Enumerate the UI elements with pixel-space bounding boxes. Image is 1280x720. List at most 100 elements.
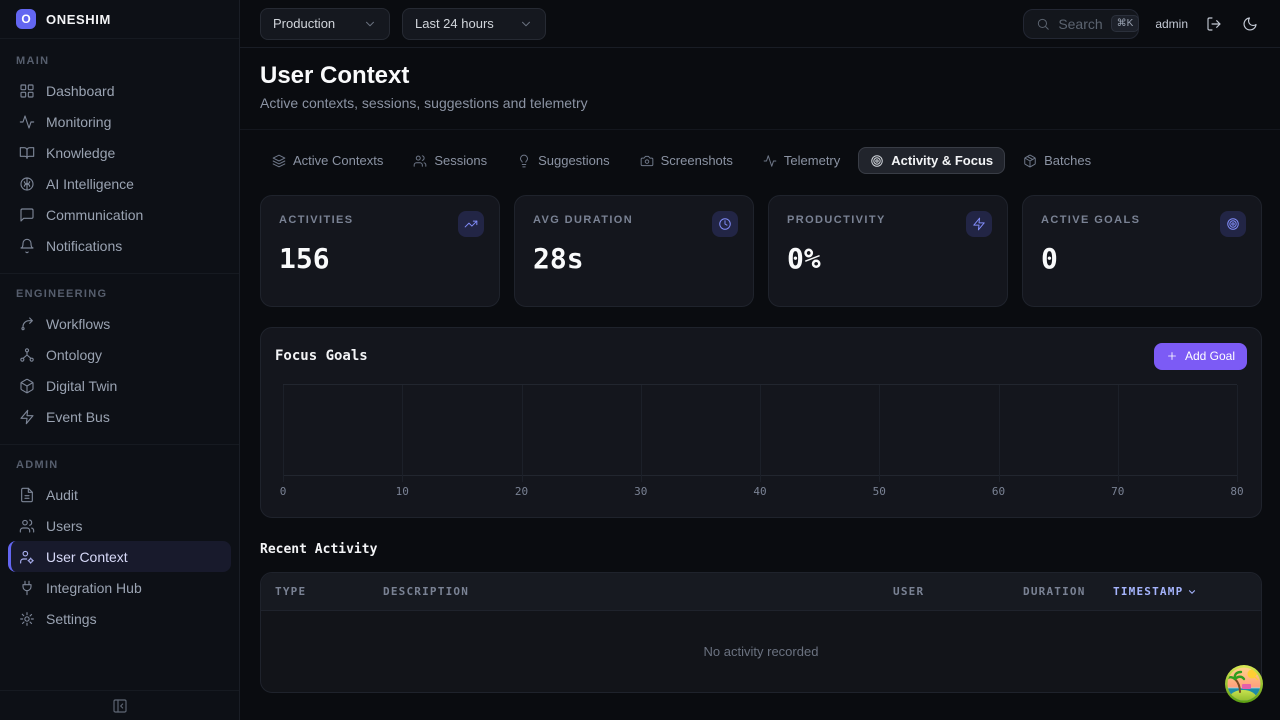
sidebar-item-ai-intelligence[interactable]: AI Intelligence <box>8 168 231 199</box>
gridline <box>1117 385 1119 482</box>
sidebar-item-notifications[interactable]: Notifications <box>8 230 231 261</box>
tab-label: Activity & Focus <box>891 153 994 168</box>
gridline <box>402 385 404 482</box>
x-axis-tick: 0 <box>279 485 287 498</box>
theme-toggle-button[interactable] <box>1240 14 1260 34</box>
package-icon <box>1024 154 1036 167</box>
sidebar-item-user-context[interactable]: User Context <box>8 541 231 572</box>
column-header-description[interactable]: DESCRIPTION <box>383 585 470 598</box>
collapse-sidebar-button[interactable] <box>110 696 130 716</box>
gridline <box>521 385 523 482</box>
tab-label: Sessions <box>434 153 488 168</box>
stat-value: 0% <box>787 242 821 275</box>
x-axis-tick: 50 <box>872 485 886 498</box>
chevron-down-icon <box>522 21 530 26</box>
gear-icon <box>20 611 34 626</box>
search-placeholder: Search <box>1058 15 1103 32</box>
sidebar-item-digital-twin[interactable]: Digital Twin <box>8 370 231 401</box>
tab-label: Screenshots <box>660 153 733 168</box>
brand-logo: O <box>16 9 36 29</box>
section-label-admin: ADMIN <box>16 459 59 471</box>
tab-telemetry[interactable]: Telemetry <box>751 147 852 174</box>
nav-section-admin: ADMIN Audit Users User Context Integrati… <box>0 444 239 640</box>
sidebar-item-label: Communication <box>46 206 144 223</box>
column-header-timestamp[interactable]: TIMESTAMP <box>1113 585 1247 598</box>
sidebar-footer <box>0 690 239 720</box>
plug-icon <box>22 580 32 595</box>
column-header-user[interactable]: USER <box>893 585 925 598</box>
moon-icon <box>1243 16 1257 30</box>
time-range-dropdown[interactable]: Last 24 hours <box>402 7 546 40</box>
sidebar-item-event-bus[interactable]: Event Bus <box>8 401 231 432</box>
sidebar-item-dashboard[interactable]: Dashboard <box>8 75 231 106</box>
tropical-island-icon <box>1225 665 1263 703</box>
tab-sessions[interactable]: Sessions <box>401 147 499 174</box>
stat-card-active-goals: ACTIVE GOALS 0 <box>1022 195 1262 307</box>
sidebar-item-settings[interactable]: Settings <box>8 603 231 634</box>
x-axis-tick: 10 <box>395 485 409 498</box>
topbar-filters: Production Last 24 hours <box>260 7 546 40</box>
sidebar-item-communication[interactable]: Communication <box>8 199 231 230</box>
recent-activity-table: TYPE DESCRIPTION USER DURATION TIMESTAMP… <box>260 572 1262 693</box>
sidebar-item-monitoring[interactable]: Monitoring <box>8 106 231 137</box>
column-header-duration[interactable]: DURATION <box>1023 585 1086 598</box>
environment-dropdown[interactable]: Production <box>260 7 390 40</box>
sidebar-item-workflows[interactable]: Workflows <box>8 308 231 339</box>
panel-left-close-icon <box>112 698 127 713</box>
stat-icon-chip <box>1220 211 1246 237</box>
tab-screenshots[interactable]: Screenshots <box>628 147 745 174</box>
x-axis-tick: 40 <box>753 485 767 498</box>
zap-icon <box>20 409 34 424</box>
stat-card-activities: ACTIVITIES 156 <box>260 195 500 307</box>
chart-plot-area <box>283 384 1238 482</box>
stat-value: 0 <box>1041 242 1058 275</box>
page-content: Active Contexts Sessions Suggestions Scr… <box>240 130 1280 720</box>
stat-icon-chip <box>712 211 738 237</box>
x-axis-tick: 60 <box>991 485 1006 498</box>
search-icon <box>1038 18 1050 30</box>
logout-button[interactable] <box>1204 14 1224 34</box>
table-empty-state: No activity recorded <box>703 644 819 659</box>
tab-suggestions[interactable]: Suggestions <box>505 147 622 174</box>
tab-active-contexts[interactable]: Active Contexts <box>260 147 395 174</box>
tab-batches[interactable]: Batches <box>1011 147 1103 174</box>
hierarchy-icon <box>20 347 34 362</box>
sidebar-item-integration-hub[interactable]: Integration Hub <box>8 572 231 603</box>
tab-label: Active Contexts <box>293 153 384 168</box>
stat-card-avg-duration: AVG DURATION 28s <box>514 195 754 307</box>
sidebar-item-ontology[interactable]: Ontology <box>8 339 231 370</box>
time-range-dropdown-value: Last 24 hours <box>415 16 494 31</box>
x-axis-tick: 80 <box>1230 485 1244 498</box>
plus-icon <box>1168 352 1176 360</box>
stat-label: ACTIVE GOALS <box>1041 214 1141 226</box>
island-floating-button[interactable] <box>1224 664 1264 704</box>
topbar-actions: Search ⌘K admin <box>1023 8 1260 39</box>
user-cog-icon <box>20 550 34 564</box>
sidebar-item-label: User Context <box>46 548 128 565</box>
search-input[interactable]: Search ⌘K <box>1023 8 1140 39</box>
users-icon <box>19 519 35 533</box>
sidebar-item-knowledge[interactable]: Knowledge <box>8 137 231 168</box>
target-icon <box>1227 218 1239 230</box>
camera-icon <box>640 155 653 166</box>
sidebar-item-audit[interactable]: Audit <box>8 479 231 510</box>
page-header: User Context Active contexts, sessions, … <box>240 48 1280 130</box>
logout-icon <box>1207 16 1221 31</box>
tab-activity-focus[interactable]: Activity & Focus <box>858 147 1006 174</box>
sidebar-item-users[interactable]: Users <box>8 510 231 541</box>
users-icon <box>413 154 427 167</box>
stat-label: PRODUCTIVITY <box>787 214 886 226</box>
focus-goals-chart: 0 10 20 30 40 50 60 70 80 <box>279 384 1244 501</box>
column-header-type[interactable]: TYPE <box>275 585 307 598</box>
sidebar-item-label: AI Intelligence <box>46 175 134 192</box>
add-goal-button[interactable]: Add Goal <box>1153 342 1247 370</box>
sidebar-item-label: Users <box>46 517 83 534</box>
target-icon <box>871 154 884 167</box>
sidebar-item-label: Monitoring <box>46 113 112 130</box>
stat-icon-chip <box>966 211 992 237</box>
brain-icon <box>20 176 34 191</box>
column-header-label: TIMESTAMP <box>1113 585 1184 598</box>
brand: O ONESHIM <box>0 0 239 39</box>
zap-icon <box>973 217 985 231</box>
